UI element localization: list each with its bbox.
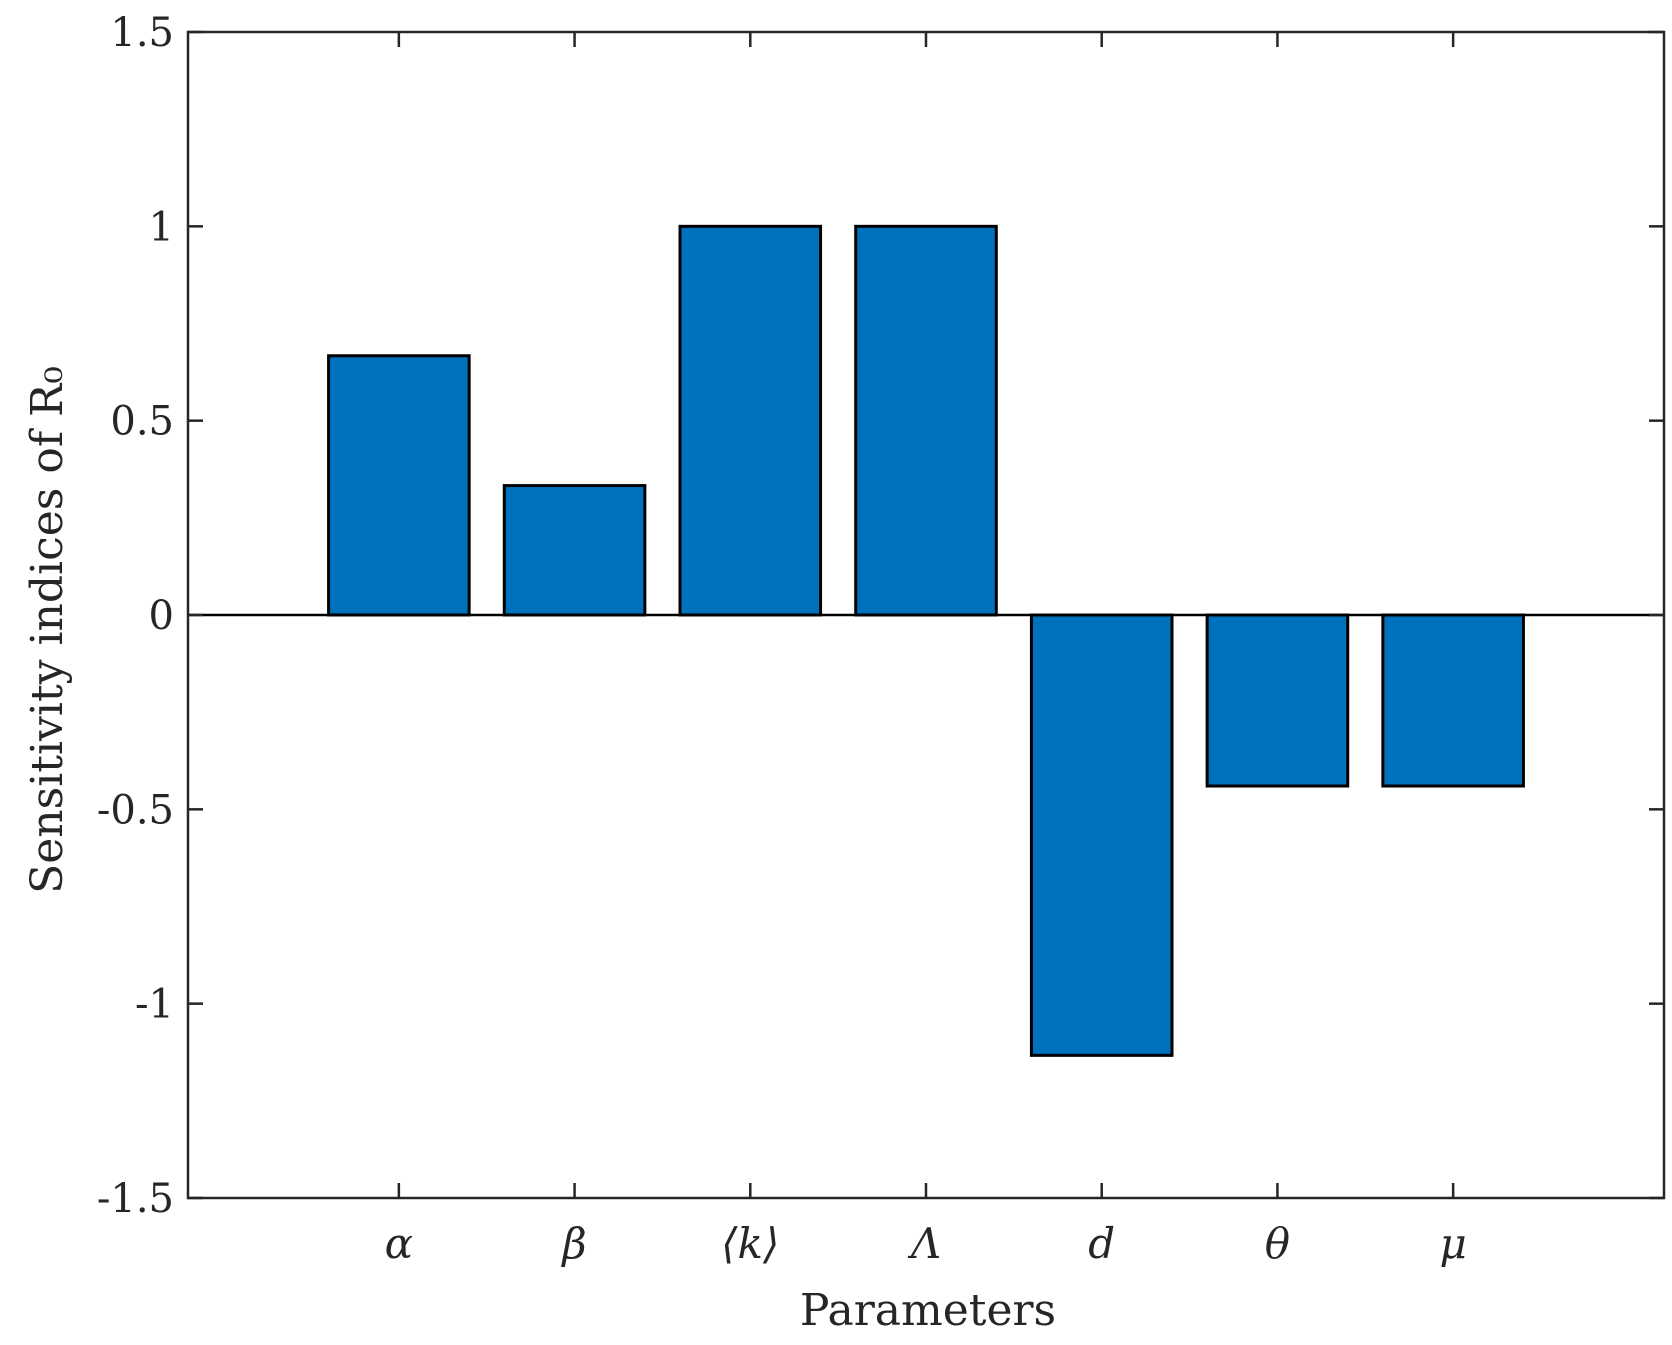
x-tick-label: d xyxy=(1088,1219,1115,1268)
y-tick-label: -0.5 xyxy=(97,787,174,833)
x-tick-label: μ xyxy=(1439,1219,1466,1268)
bar-6 xyxy=(1205,613,1350,788)
bar-3 xyxy=(678,224,823,617)
bar-1 xyxy=(327,354,471,617)
bar-7 xyxy=(1381,613,1525,788)
y-tick-label: -1.5 xyxy=(97,1176,174,1222)
plot-area xyxy=(186,30,1666,1200)
x-tick-label: ⟨k⟩ xyxy=(721,1219,779,1268)
y-tick-label: 0.5 xyxy=(110,399,174,445)
x-axis-label: Parameters xyxy=(800,1285,1056,1336)
y-tick-label: -1 xyxy=(135,982,174,1028)
x-tick-label: θ xyxy=(1265,1219,1290,1268)
y-tick-label: 1 xyxy=(149,204,174,250)
x-tick-label: α xyxy=(385,1219,413,1268)
y-axis: 1.5 1 0.5 0 -0.5 -1 -1.5 xyxy=(97,10,1664,1222)
bar-2 xyxy=(502,484,647,617)
x-tick-label: β xyxy=(560,1219,586,1268)
y-axis-label: Sensitivity indices of R₀ xyxy=(22,366,73,894)
bar-4 xyxy=(854,224,998,617)
y-tick-label: 1.5 xyxy=(110,10,174,56)
bar-5 xyxy=(1029,613,1174,1057)
x-tick-label: Λ xyxy=(907,1219,941,1268)
y-tick-label: 0 xyxy=(149,593,174,639)
